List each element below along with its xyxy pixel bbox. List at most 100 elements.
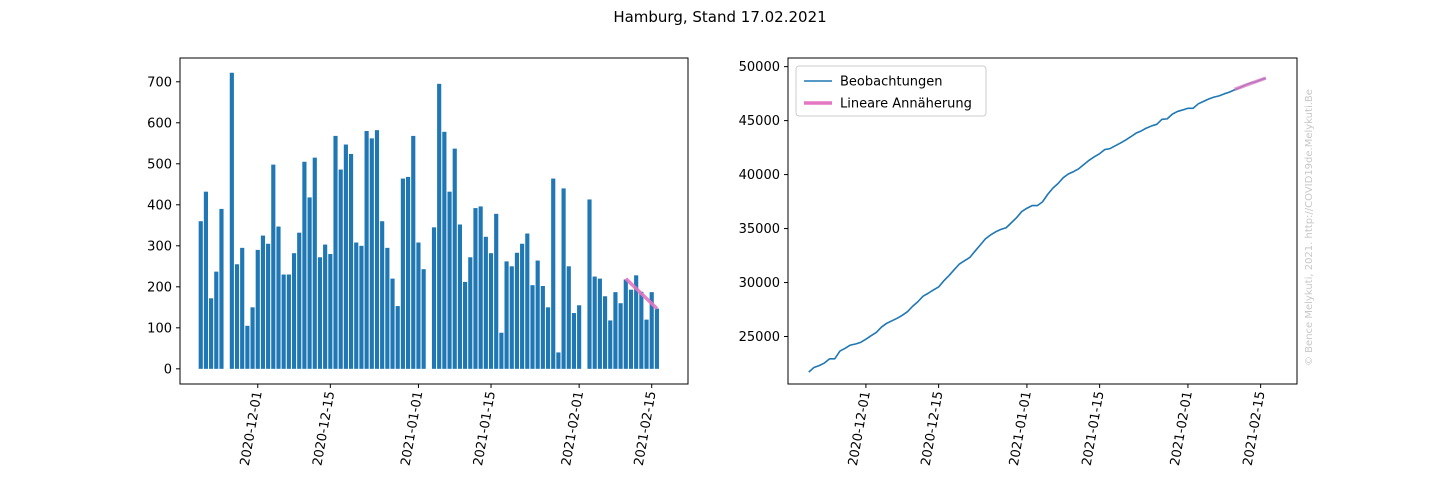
bar: [333, 135, 338, 369]
bar: [214, 271, 219, 369]
bar: [302, 161, 307, 369]
x-tick-label: 2020-12-01: [238, 390, 266, 467]
bar: [297, 232, 302, 369]
bar: [354, 242, 359, 369]
bar: [545, 307, 551, 369]
bar: [328, 254, 333, 369]
y-tick-label: 30000: [739, 276, 780, 291]
bar: [219, 208, 224, 369]
bar: [348, 153, 354, 369]
y-tick-label: 200: [147, 280, 172, 295]
bar: [509, 266, 514, 369]
bar: [271, 164, 276, 369]
bar: [442, 131, 447, 369]
bar: [571, 313, 577, 369]
x-tick-label: 2021-02-01: [1168, 390, 1196, 467]
bar: [266, 243, 271, 369]
bar: [654, 308, 659, 369]
bar: [592, 276, 597, 369]
bar: [520, 243, 525, 369]
bar: [203, 191, 208, 369]
x-tick-label: 2021-02-01: [559, 390, 587, 467]
bar: [400, 178, 405, 369]
bar: [623, 279, 628, 369]
x-tick-label: 2021-01-15: [1080, 390, 1108, 467]
y-tick-label: 700: [147, 75, 172, 90]
bar: [286, 274, 291, 369]
bar: [255, 249, 260, 369]
bar: [540, 285, 545, 369]
bar: [406, 176, 411, 369]
bar: [323, 244, 328, 369]
plot: 0 100 200 300 400 500 600 700 2020-12-01 2020-12-…: [147, 57, 689, 467]
bar: [551, 178, 556, 369]
bar: [307, 197, 312, 369]
bar: [245, 325, 250, 369]
bar: [380, 221, 385, 369]
y-tick-label: 0: [164, 362, 172, 377]
bar: [317, 257, 323, 369]
bar: [597, 278, 602, 369]
bar: [416, 242, 421, 369]
bar: [556, 352, 561, 369]
bar: [483, 236, 488, 369]
bar: [488, 253, 494, 369]
bar: [437, 83, 442, 369]
bar: [276, 226, 281, 369]
y-tick-label: 400: [147, 198, 172, 213]
y-tick-label: 35000: [739, 222, 780, 237]
bar: [639, 291, 644, 369]
bar: [644, 319, 649, 369]
y-tick-label: 100: [147, 321, 172, 336]
bar: [587, 199, 592, 369]
bar: [628, 289, 634, 369]
bar: [499, 332, 504, 369]
bar: [478, 206, 483, 369]
legend-label: Beobachtungen: [840, 75, 943, 90]
bar: [411, 135, 416, 369]
bar: [457, 224, 462, 369]
series-line: [1234, 76, 1267, 91]
x-tick-label: 2021-01-15: [471, 390, 499, 467]
y-tick-label: 25000: [739, 330, 780, 345]
x-tick-label: 2020-12-15: [310, 390, 338, 467]
bar: [291, 253, 297, 369]
bar: [421, 269, 426, 369]
bar: [240, 247, 245, 369]
bar: [343, 144, 348, 369]
y-tick-label: 500: [147, 157, 172, 172]
x-tick-label: 2021-01-01: [1007, 390, 1035, 467]
bar: [608, 320, 613, 369]
x-tick-label: 2021-02-15: [632, 390, 660, 467]
legend-label: Lineare Annäherung: [840, 97, 972, 112]
bar: [374, 130, 380, 369]
trend-line: [624, 277, 659, 310]
bar: [463, 281, 468, 369]
bar: [312, 157, 317, 369]
bar: [602, 296, 608, 369]
x-tick-label: 2021-01-01: [398, 390, 426, 467]
bar: [561, 188, 566, 369]
bar: [514, 252, 520, 369]
bar: [281, 274, 286, 369]
y-tick-label: 300: [147, 239, 172, 254]
bar: [618, 303, 623, 369]
plot: 25000 30000 35000 40000 45000 50000 2020-12-01…: [739, 57, 1298, 467]
figure-title: Hamburg, Stand 17.02.2021: [613, 8, 826, 26]
y-tick-label: 45000: [739, 114, 780, 129]
bar: [494, 213, 499, 369]
bar: [369, 138, 374, 369]
bar: [359, 245, 364, 369]
bar: [431, 227, 437, 369]
bar: [530, 285, 535, 369]
bar: [385, 247, 390, 369]
bar: [649, 292, 654, 369]
bar: [250, 307, 255, 369]
y-tick-label: 600: [147, 116, 172, 131]
x-tick-label: 2020-12-15: [919, 390, 947, 467]
bar: [473, 208, 478, 369]
y-tick-label: 40000: [739, 168, 780, 183]
bar: [525, 233, 530, 369]
bar: [566, 266, 571, 369]
